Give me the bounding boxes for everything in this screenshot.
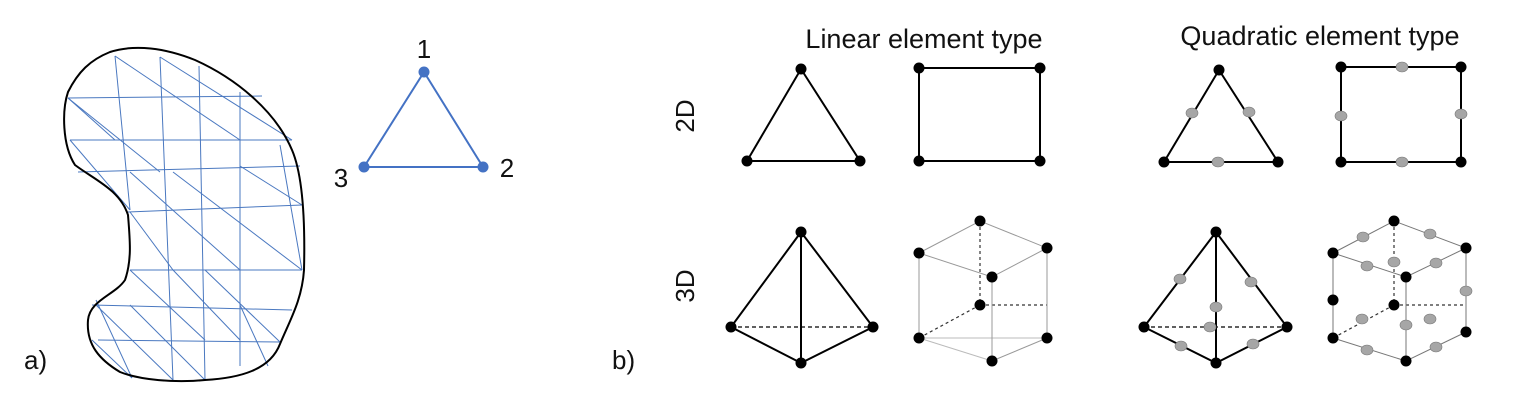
node-3 (358, 161, 370, 173)
linear-header: Linear element type (805, 24, 1042, 54)
linear-tetrahedron-3d (725, 226, 879, 369)
triangle-element: 1 2 3 (334, 34, 514, 193)
node-label-2: 2 (500, 153, 514, 183)
quadratic-triangle-2d (1158, 64, 1284, 168)
row-label-2d: 2D (670, 99, 700, 132)
node-label-3: 3 (334, 163, 348, 193)
bean-mesh (67, 55, 303, 381)
panel-a-label: a) (24, 345, 47, 375)
quadratic-quad-2d (1334, 61, 1468, 168)
node-2 (477, 161, 489, 173)
quadratic-hexahedron-3d (1327, 215, 1473, 367)
panel-a: 1 2 3 a) (24, 34, 514, 383)
bean-outline (63, 46, 306, 383)
quadratic-header: Quadratic element type (1180, 21, 1459, 51)
node-label-1: 1 (417, 34, 431, 64)
linear-hexahedron-3d (913, 215, 1053, 367)
row-label-3d: 3D (670, 269, 700, 302)
quadratic-tetrahedron-3d (1138, 226, 1293, 369)
linear-triangle-2d (741, 63, 866, 167)
panel-b: b) Linear element type Quadratic element… (612, 21, 1473, 375)
panel-b-label: b) (612, 345, 635, 375)
node-1 (418, 66, 430, 78)
linear-quad-2d (913, 62, 1046, 167)
